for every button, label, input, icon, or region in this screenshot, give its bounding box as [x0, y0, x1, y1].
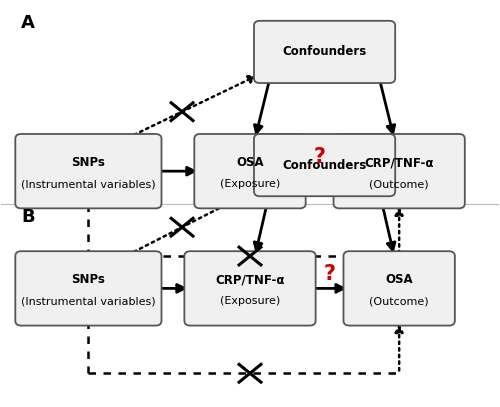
- Text: ?: ?: [314, 147, 326, 167]
- FancyBboxPatch shape: [16, 251, 162, 326]
- Text: OSA: OSA: [386, 274, 413, 287]
- FancyBboxPatch shape: [254, 134, 395, 196]
- Text: CRP/TNF-α: CRP/TNF-α: [215, 274, 285, 287]
- Text: (Exposure): (Exposure): [220, 179, 280, 189]
- FancyBboxPatch shape: [254, 21, 395, 83]
- FancyBboxPatch shape: [334, 134, 465, 208]
- Text: Confounders: Confounders: [282, 46, 366, 59]
- FancyBboxPatch shape: [194, 134, 306, 208]
- Text: OSA: OSA: [236, 156, 264, 169]
- FancyBboxPatch shape: [344, 251, 455, 326]
- Text: (Instrumental variables): (Instrumental variables): [21, 179, 156, 189]
- FancyBboxPatch shape: [16, 134, 162, 208]
- Text: (Outcome): (Outcome): [370, 179, 429, 189]
- Text: (Exposure): (Exposure): [220, 296, 280, 306]
- Text: (Instrumental variables): (Instrumental variables): [21, 296, 156, 306]
- Text: SNPs: SNPs: [72, 156, 106, 169]
- Text: ?: ?: [324, 264, 336, 284]
- Text: Confounders: Confounders: [282, 159, 366, 172]
- Text: B: B: [22, 208, 35, 225]
- Text: A: A: [22, 13, 35, 31]
- FancyBboxPatch shape: [184, 251, 316, 326]
- Text: CRP/TNF-α: CRP/TNF-α: [364, 156, 434, 169]
- Text: SNPs: SNPs: [72, 274, 106, 287]
- Text: (Outcome): (Outcome): [370, 296, 429, 306]
